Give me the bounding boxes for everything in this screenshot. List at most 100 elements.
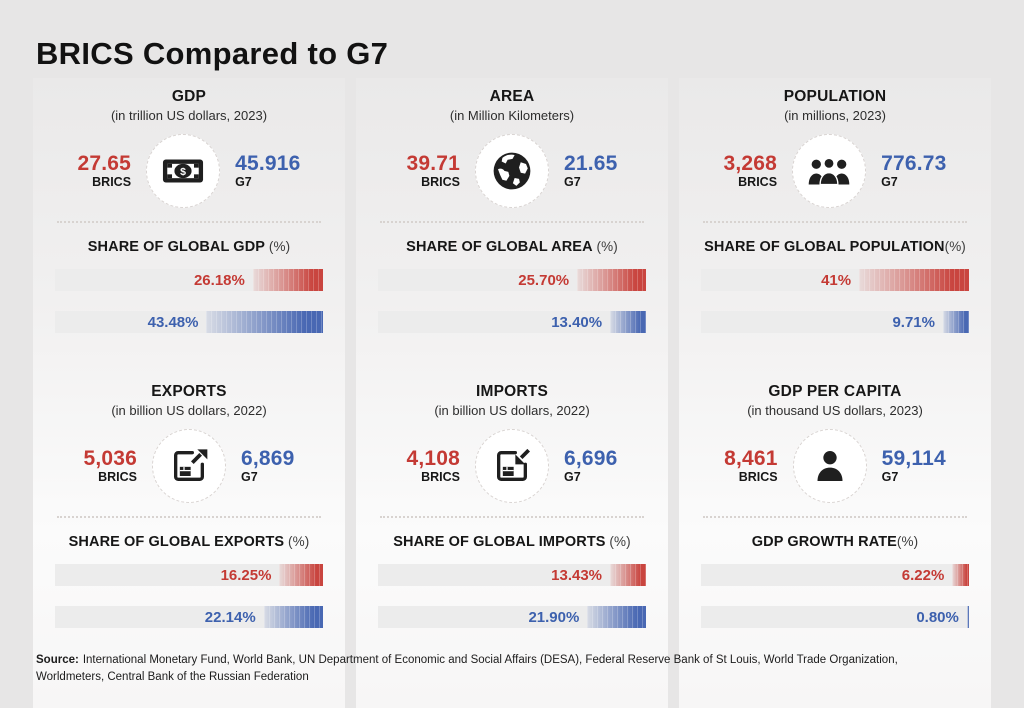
g7-value: 6,696	[564, 446, 618, 470]
brics-bar-fill	[610, 564, 646, 586]
share-title: GDP GROWTH RATE	[751, 534, 897, 550]
globe-icon	[475, 134, 549, 208]
metric-gdp: GDP (in trillion US dollars, 2023) 27.65…	[55, 84, 323, 333]
share-unit: (%)	[896, 534, 919, 549]
stat-row: 5,036 BRICS 6,869 G7	[55, 429, 323, 503]
svg-text:$: $	[180, 166, 186, 178]
brics-label: BRICS	[98, 469, 137, 484]
brics-value: 39.71	[406, 151, 460, 175]
stat-row: 39.71 BRICS 21.65 G7	[378, 134, 646, 208]
share-heading: GDP GROWTH RATE(%)	[701, 534, 969, 550]
share-title: SHARE OF GLOBAL GDP	[87, 239, 266, 255]
brics-label: BRICS	[421, 174, 460, 189]
brics-bar-fill	[952, 564, 969, 586]
brics-bar-fill	[252, 269, 323, 291]
dotted-divider	[57, 516, 321, 518]
brics-value: 8,461	[724, 446, 778, 470]
g7-stat: 21.65 G7	[564, 152, 618, 189]
g7-stat: 59,114 G7	[881, 446, 946, 484]
share-title: SHARE OF GLOBAL EXPORTS	[68, 534, 285, 550]
brics-share-bar: 41%	[701, 269, 969, 291]
g7-label: G7	[564, 469, 581, 484]
g7-value: 776.73	[881, 151, 947, 175]
g7-share-value: 9.71%	[892, 313, 935, 331]
source-note: Source: International Monetary Fund, Worl…	[36, 652, 924, 685]
brics-share-bar: 26.18%	[55, 269, 323, 291]
column-2: AREA (in Million Kilometers) 39.71 BRICS	[356, 78, 668, 708]
brics-bar-fill	[279, 564, 323, 586]
g7-bar-fill	[942, 311, 969, 333]
share-heading: SHARE OF GLOBAL GDP (%)	[55, 239, 323, 255]
export-box-icon	[152, 429, 226, 503]
metric-imports: IMPORTS (in billion US dollars, 2022) 4,…	[378, 379, 646, 628]
g7-value: 59,114	[881, 446, 946, 470]
metric-subtitle: (in billion US dollars, 2022)	[434, 403, 590, 418]
dotted-divider	[380, 516, 644, 518]
brics-share-bar: 6.22%	[701, 564, 969, 586]
g7-share-bar: 13.40%	[378, 311, 646, 333]
share-heading: SHARE OF GLOBAL AREA (%)	[378, 239, 646, 255]
g7-bar-fill	[966, 606, 969, 628]
brics-value: 5,036	[83, 446, 137, 470]
brics-label: BRICS	[421, 469, 460, 484]
brics-stat: 27.65 BRICS	[77, 151, 132, 189]
g7-label: G7	[235, 174, 252, 189]
metric-area: AREA (in Million Kilometers) 39.71 BRICS	[378, 84, 646, 333]
source-text: International Monetary Fund, World Bank,…	[36, 654, 898, 683]
share-title: SHARE OF GLOBAL AREA	[406, 239, 593, 255]
brics-stat: 4,108 BRICS	[406, 446, 460, 484]
metric-title: AREA	[489, 88, 535, 105]
metric-title: EXPORTS	[151, 383, 227, 400]
brics-share-bar: 16.25%	[55, 564, 323, 586]
brics-value: 4,108	[406, 446, 460, 470]
share-heading: SHARE OF GLOBAL IMPORTS (%)	[378, 534, 646, 550]
brics-share-value: 13.43%	[551, 566, 603, 584]
metric-gdp-per-capita: GDP PER CAPITA (in thousand US dollars, …	[701, 379, 969, 628]
brics-value: 27.65	[77, 151, 132, 175]
brics-share-bar: 13.43%	[378, 564, 646, 586]
g7-value: 45.916	[235, 151, 301, 175]
g7-label: G7	[881, 174, 898, 189]
g7-stat: 776.73 G7	[881, 151, 947, 189]
person-icon	[792, 429, 867, 503]
g7-share-value: 0.80%	[916, 608, 959, 626]
g7-stat: 6,869 G7	[241, 447, 295, 484]
dotted-divider	[380, 221, 644, 223]
people-icon	[792, 134, 867, 208]
metric-exports: EXPORTS (in billion US dollars, 2022) 5,…	[55, 379, 323, 628]
brics-label: BRICS	[738, 174, 778, 189]
column-1: GDP (in trillion US dollars, 2023) 27.65…	[33, 78, 345, 708]
share-unit: (%)	[284, 534, 310, 549]
source-label: Source:	[36, 654, 79, 666]
g7-share-value: 22.14%	[204, 608, 256, 626]
g7-share-bar: 22.14%	[55, 606, 323, 628]
g7-label: G7	[881, 469, 899, 484]
g7-share-value: 13.40%	[551, 313, 603, 331]
stat-row: 3,268 BRICS 776.73 G7	[701, 134, 969, 208]
brics-share-value: 25.70%	[518, 271, 570, 289]
metric-title: GDP	[171, 88, 207, 105]
page-title: BRICS Compared to G7	[36, 36, 389, 71]
g7-bar-fill	[206, 311, 323, 333]
g7-stat: 6,696 G7	[564, 446, 618, 484]
g7-bar-fill	[263, 606, 323, 628]
g7-label: G7	[564, 174, 581, 189]
g7-share-bar: 0.80%	[701, 606, 969, 628]
g7-share-value: 43.48%	[147, 313, 199, 331]
g7-bar-fill	[587, 606, 646, 628]
dotted-divider	[57, 221, 321, 223]
metric-subtitle: (in millions, 2023)	[784, 108, 886, 123]
share-unit: (%)	[265, 239, 291, 254]
g7-bar-fill	[610, 311, 646, 333]
import-box-icon	[475, 429, 549, 503]
stat-row: 27.65 BRICS $ 45.91	[55, 134, 323, 208]
share-heading: SHARE OF GLOBAL POPULATION(%)	[701, 239, 969, 255]
g7-share-bar: 43.48%	[55, 311, 323, 333]
metric-subtitle: (in billion US dollars, 2022)	[111, 403, 267, 418]
metric-title: POPULATION	[783, 88, 887, 105]
brics-label: BRICS	[92, 174, 132, 189]
brics-stat: 3,268 BRICS	[724, 152, 778, 189]
g7-share-value: 21.90%	[528, 608, 580, 626]
share-unit: (%)	[944, 239, 966, 254]
